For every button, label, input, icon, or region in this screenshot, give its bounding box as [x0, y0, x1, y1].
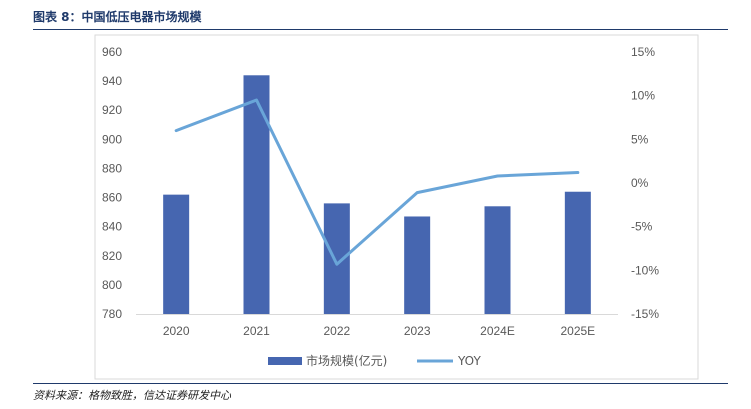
left-tick-label: 860 [102, 191, 122, 205]
figure-title: 图表 8：中国低压电器市场规模 [33, 10, 202, 24]
x-tick-label: 2025E [560, 324, 595, 338]
x-tick-label: 2021 [243, 324, 270, 338]
legend-line-label: YOY [457, 354, 481, 368]
x-tick-label: 2024E [480, 324, 515, 338]
bar [404, 216, 431, 314]
legend: 市场规模(亿元) YOY [268, 353, 481, 368]
right-tick-label: -10% [631, 263, 659, 277]
right-axis: 15% 10% 5% 0% -5% -10% -15% [631, 45, 659, 321]
left-tick-label: 840 [102, 220, 122, 234]
bar [484, 206, 511, 314]
left-axis: 960 940 920 900 880 860 840 820 800 780 [102, 45, 122, 321]
x-axis: 2020 2021 2022 2023 2024E 2025E [163, 324, 595, 338]
right-tick-label: 10% [631, 89, 655, 103]
bar [163, 194, 190, 314]
yoy-line [174, 98, 580, 266]
legend-bar-label: 市场规模(亿元) [306, 353, 387, 368]
source-divider [33, 383, 728, 384]
legend-bar-swatch [268, 357, 302, 365]
left-tick-label: 960 [102, 45, 122, 59]
right-tick-label: 5% [631, 132, 649, 146]
x-tick-label: 2020 [163, 324, 190, 338]
left-tick-label: 820 [102, 249, 122, 263]
source-note: 资料来源：格物致胜，信达证券研发中心 [33, 389, 231, 402]
bar-series [163, 75, 591, 315]
right-tick-label: -15% [631, 307, 659, 321]
left-tick-label: 900 [102, 132, 122, 146]
left-tick-label: 880 [102, 161, 122, 175]
bar [564, 191, 591, 314]
left-tick-label: 780 [102, 307, 122, 321]
x-tick-label: 2022 [323, 324, 350, 338]
bar [323, 203, 350, 314]
right-tick-label: 0% [631, 176, 649, 190]
left-tick-label: 940 [102, 74, 122, 88]
bar [243, 75, 270, 315]
left-tick-label: 800 [102, 278, 122, 292]
title-divider [33, 29, 728, 30]
right-tick-label: 15% [631, 45, 655, 59]
left-tick-label: 920 [102, 103, 122, 117]
x-tick-label: 2023 [404, 324, 431, 338]
chart-border [94, 34, 699, 380]
right-tick-label: -5% [631, 220, 653, 234]
